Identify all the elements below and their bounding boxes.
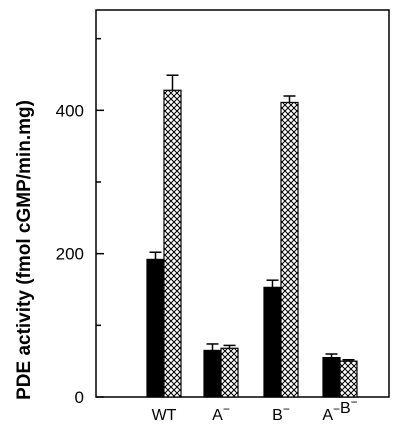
bar — [163, 89, 182, 398]
x-tick-label: A− — [212, 402, 230, 424]
bar — [203, 349, 222, 398]
bar — [339, 360, 358, 398]
bar — [322, 356, 341, 398]
x-tick-label: WT — [152, 407, 177, 424]
bar — [220, 347, 239, 398]
y-axis-title: PDE activity (fmol cGMP/min.mg) — [14, 100, 35, 400]
y-tick-label: 400 — [56, 101, 84, 120]
y-tick-label: 200 — [56, 245, 84, 264]
plot-frame — [95, 9, 390, 398]
x-tick-label: A−B− — [322, 395, 357, 424]
x-tick-label: B− — [272, 402, 290, 424]
y-tick-label: 0 — [75, 388, 84, 407]
bar — [280, 101, 299, 398]
bar — [263, 286, 282, 398]
bar — [146, 258, 165, 398]
